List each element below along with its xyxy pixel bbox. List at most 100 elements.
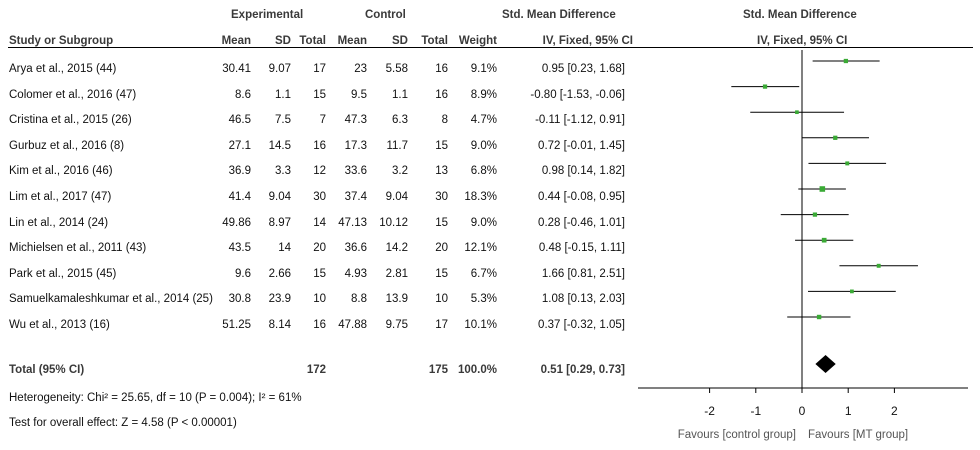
total-row-n-e: 172	[306, 364, 326, 376]
sd-e-cell: 8.14	[268, 319, 291, 331]
mean-c-cell: 23	[354, 63, 367, 75]
favours-right-label: Favours [MT group]	[808, 429, 908, 441]
effect-square	[762, 84, 768, 89]
mean-c-cell: 4.93	[344, 267, 367, 280]
weight-cell: 6.7%	[470, 267, 497, 280]
mean-c-cell: 9.5	[351, 88, 367, 101]
x-tick-label: 2	[891, 404, 898, 418]
weight-cell: 10.1%	[464, 319, 497, 331]
mean-e-cell: 36.9	[228, 165, 251, 178]
mean-c-cell: 8.8	[351, 293, 367, 306]
total-e-column-header: Total	[299, 35, 326, 47]
total-c-cell: 15	[435, 267, 448, 280]
sd-e-cell: 2.66	[268, 267, 291, 280]
heterogeneity-text: Heterogeneity: Chi² = 25.65, df = 10 (P …	[9, 392, 302, 404]
smd-left-header: Std. Mean Difference	[502, 9, 616, 21]
total-c-cell: 15	[435, 139, 448, 152]
total-e-cell: 30	[313, 191, 326, 203]
pooled-diamond	[815, 355, 836, 373]
mean-e-cell: 9.6	[235, 267, 251, 280]
mean-c-cell: 47.3	[344, 114, 367, 127]
weight-cell: 9.0%	[470, 216, 497, 229]
sd-e-cell: 14.5	[268, 139, 291, 152]
sd-c-cell: 2.81	[385, 267, 408, 280]
weight-cell: 8.9%	[470, 88, 497, 101]
ci-cell: 0.98 [0.14, 1.82]	[541, 165, 625, 178]
header-divider	[8, 47, 973, 48]
mean-e-cell: 30.8	[228, 293, 251, 306]
sd-c-cell: 10.12	[379, 216, 408, 229]
total-row-weight: 100.0%	[457, 364, 497, 376]
study-name: Park et al., 2015 (45)	[9, 267, 117, 280]
total-c-cell: 16	[435, 63, 448, 75]
sd-c-cell: 11.7	[386, 139, 408, 152]
ci-cell: -0.11 [-1.12, 0.91]	[535, 114, 625, 127]
effect-square	[819, 186, 826, 192]
sd-c-cell: 6.3	[392, 114, 408, 127]
mean-e-cell: 30.41	[222, 63, 251, 75]
sd-c-cell: 9.04	[385, 191, 408, 203]
control-group-header: Control	[365, 9, 406, 21]
total-c-column-header: Total	[421, 35, 448, 47]
study-name: Cristina et al., 2015 (26)	[9, 114, 132, 127]
study-name: Kim et al., 2016 (46)	[9, 165, 113, 178]
total-e-cell: 16	[313, 319, 326, 331]
effect-square	[795, 110, 799, 115]
weight-cell: 9.0%	[470, 139, 497, 152]
ci-cell: 0.72 [-0.01, 1.45]	[538, 139, 625, 152]
total-c-cell: 13	[435, 165, 448, 178]
ci-cell: -0.80 [-1.53, -0.06]	[530, 88, 625, 101]
mean-e-cell: 43.5	[228, 242, 251, 255]
total-e-cell: 16	[313, 139, 326, 152]
ci-cell: 0.95 [0.23, 1.68]	[541, 63, 625, 75]
study-name: Gurbuz et al., 2016 (8)	[9, 139, 125, 152]
total-c-cell: 15	[435, 216, 448, 229]
effect-square	[812, 212, 818, 217]
total-e-cell: 10	[313, 293, 326, 306]
weight-cell: 18.3%	[464, 191, 497, 203]
mean-c-cell: 36.6	[344, 242, 367, 255]
ci-cell: 1.66 [0.81, 2.51]	[541, 267, 625, 280]
total-row-n-c: 175	[428, 364, 448, 376]
mean-e-cell: 41.4	[228, 191, 251, 203]
sd-e-column-header: SD	[275, 35, 291, 47]
ci-left-column-header: IV, Fixed, 95% CI	[542, 35, 633, 47]
effect-square	[850, 289, 854, 294]
sd-e-cell: 9.07	[268, 63, 291, 75]
weight-cell: 6.8%	[470, 165, 497, 178]
sd-c-cell: 1.1	[392, 88, 408, 101]
mean-c-cell: 47.13	[338, 216, 367, 229]
sd-c-column-header: SD	[392, 35, 408, 47]
total-c-cell: 8	[441, 114, 448, 127]
sd-c-cell: 14.2	[385, 242, 408, 255]
mean-c-cell: 33.6	[344, 165, 367, 178]
x-tick-label: 1	[845, 404, 852, 418]
experimental-group-header: Experimental	[231, 9, 304, 21]
total-row-ci: 0.51 [0.29, 0.73]	[540, 364, 625, 376]
sd-e-cell: 9.04	[268, 191, 291, 203]
total-c-cell: 10	[435, 293, 448, 306]
ci-cell: 0.37 [-0.32, 1.05]	[538, 319, 625, 331]
mean-e-cell: 27.1	[228, 139, 251, 152]
sd-e-cell: 8.97	[268, 216, 291, 229]
x-tick-label: 0	[799, 404, 806, 418]
sd-c-cell: 9.75	[385, 319, 408, 331]
study-name: Lim et al., 2017 (47)	[9, 191, 112, 203]
effect-square	[876, 263, 881, 268]
study-name: Michielsen et al., 2011 (43)	[9, 242, 147, 255]
total-c-cell: 30	[435, 191, 448, 203]
effect-square	[816, 314, 822, 320]
overall-effect-text: Test for overall effect: Z = 4.58 (P < 0…	[9, 417, 237, 429]
favours-left-label: Favours [control group]	[678, 429, 796, 441]
mean-c-cell: 17.3	[344, 139, 367, 152]
mean-e-cell: 49.86	[222, 216, 251, 229]
mean-c-column-header: Mean	[337, 35, 367, 47]
ci-right-column-header: IV, Fixed, 95% CI	[757, 35, 848, 47]
x-tick-label: -2	[704, 404, 715, 418]
total-c-cell: 17	[435, 319, 448, 331]
effect-square	[821, 237, 827, 243]
ci-cell: 0.44 [-0.08, 0.95]	[538, 191, 625, 203]
effect-square	[833, 135, 838, 140]
total-c-cell: 20	[435, 242, 448, 255]
